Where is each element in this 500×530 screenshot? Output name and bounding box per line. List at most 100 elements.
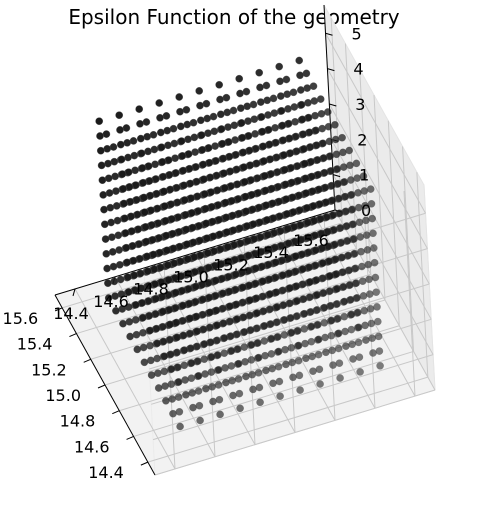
data-point (116, 126, 124, 134)
data-point (102, 130, 111, 138)
data-point (325, 137, 334, 146)
data-points (95, 56, 384, 431)
y-tick-label: 15.2 (213, 255, 249, 274)
data-point (255, 383, 264, 392)
z-tick-label: 1 (359, 166, 369, 185)
data-point (143, 132, 151, 141)
data-point (302, 354, 310, 363)
data-point (342, 207, 350, 216)
data-point (266, 290, 274, 298)
data-point (244, 251, 253, 260)
data-point (101, 220, 109, 229)
data-point (166, 185, 175, 194)
data-point (360, 306, 369, 315)
data-point (160, 202, 169, 210)
data-point (164, 141, 172, 150)
data-point (260, 157, 268, 165)
data-point (151, 310, 160, 318)
data-point (321, 333, 329, 342)
y-tick-label: 15.0 (173, 268, 209, 287)
data-point (131, 166, 139, 175)
data-point (138, 164, 147, 172)
z-tick-mark (325, 32, 333, 36)
data-point (312, 126, 320, 135)
z-tick-label: 5 (352, 24, 362, 43)
x-tick-label: 15.6 (3, 309, 39, 328)
data-point (261, 351, 269, 360)
data-point (357, 247, 365, 256)
data-point (339, 282, 348, 291)
data-point (233, 180, 242, 188)
data-point (219, 319, 228, 328)
data-point (121, 214, 129, 223)
data-point (107, 218, 115, 227)
data-point (289, 208, 298, 216)
data-point (192, 312, 201, 321)
data-point (123, 258, 131, 267)
data-point (306, 278, 314, 286)
data-point (165, 170, 174, 179)
data-point (212, 156, 220, 165)
data-point (252, 294, 261, 303)
data-point (282, 360, 290, 369)
data-point (224, 257, 233, 266)
data-point (236, 104, 245, 112)
data-point (188, 223, 197, 232)
data-point (295, 56, 304, 65)
data-point (109, 262, 118, 271)
data-point (186, 329, 194, 338)
data-point (255, 218, 264, 227)
data-point (331, 121, 339, 129)
data-point (350, 235, 358, 243)
data-point (291, 118, 299, 126)
data-point (307, 337, 316, 346)
data-point (234, 359, 243, 368)
data-point (319, 274, 327, 283)
data-point (162, 396, 170, 405)
data-point (299, 130, 308, 138)
data-point (211, 142, 219, 150)
data-point (216, 410, 224, 419)
data-point (172, 183, 181, 192)
data-point (193, 342, 201, 351)
data-point (166, 320, 174, 329)
data-point (331, 255, 340, 264)
data-point (369, 244, 378, 252)
data-point (336, 374, 344, 382)
data-point (174, 393, 183, 401)
data-point (108, 233, 116, 241)
data-point (159, 337, 168, 346)
data-point (327, 167, 335, 175)
data-point (104, 174, 113, 183)
y-tick-mark (72, 288, 76, 297)
data-point (252, 159, 261, 168)
grid-line-z-wall-x (149, 283, 430, 370)
data-point (97, 161, 106, 170)
data-point (298, 250, 307, 259)
data-point (347, 310, 356, 319)
data-point (174, 213, 183, 221)
data-point (304, 218, 312, 227)
data-point (340, 312, 349, 321)
data-point (227, 182, 235, 190)
data-point (126, 197, 135, 206)
data-point (334, 179, 342, 188)
data-point (349, 355, 357, 363)
data-point (342, 342, 350, 351)
data-point (273, 168, 282, 176)
data-point (339, 268, 347, 276)
data-point (147, 206, 155, 215)
data-point (235, 224, 244, 233)
data-point (116, 260, 124, 269)
data-point (333, 165, 342, 173)
data-point (335, 194, 343, 203)
data-point (238, 133, 247, 142)
data-point (248, 370, 256, 379)
data-point (157, 143, 166, 151)
data-point (289, 88, 298, 97)
data-point (149, 250, 158, 259)
data-point (248, 205, 257, 214)
data-point (306, 293, 314, 301)
x-tick-mark (112, 410, 120, 415)
data-point (315, 200, 324, 208)
